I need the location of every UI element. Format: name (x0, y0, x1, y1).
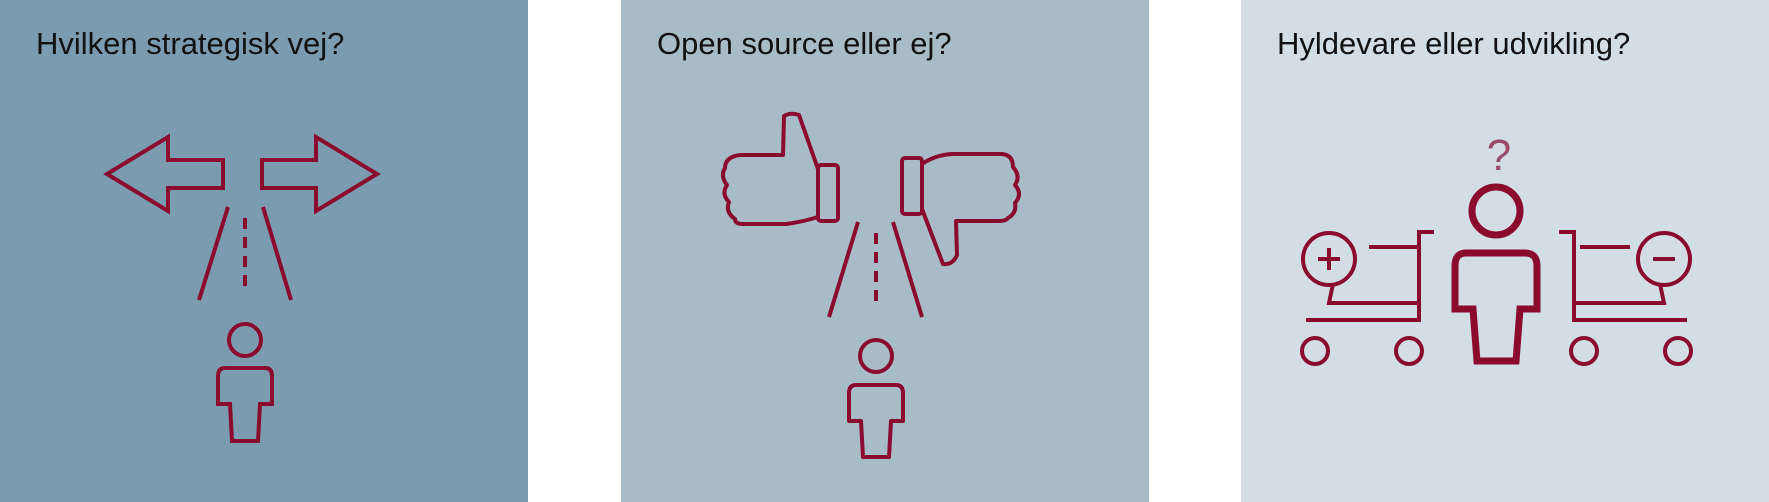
panel-open-source: Open source eller ej? (621, 0, 1149, 502)
right-arrow-icon (260, 133, 381, 215)
thumbs-up-icon (720, 111, 840, 226)
cart-minus-icon (1559, 230, 1693, 366)
road-right-edge (891, 221, 924, 318)
person-icon (1451, 183, 1541, 365)
cart-plus-icon (1300, 230, 1434, 366)
person-body (216, 366, 274, 443)
person-body (847, 383, 905, 459)
panel-off-the-shelf: Hyldevare eller udvikling? (1241, 0, 1769, 502)
road-left-edge (827, 221, 860, 318)
person-head (227, 322, 263, 358)
road-right-edge (261, 206, 293, 301)
thumbs-up-down-icon (720, 111, 1021, 459)
panel-title: Open source eller ej? (657, 26, 952, 61)
shopping-carts-choice-icon: ? (1300, 131, 1693, 366)
question-mark: ? (1487, 131, 1511, 180)
person-head (858, 338, 894, 374)
thumbs-down-icon (900, 152, 1021, 267)
panel-title: Hvilken strategisk vej? (36, 26, 345, 61)
panel-title: Hyldevare eller udvikling? (1277, 26, 1631, 61)
panel-strategic-path: Hvilken strategisk vej? (0, 0, 528, 502)
crossroads-arrows-icon (103, 133, 381, 443)
road-left-edge (197, 206, 230, 301)
left-arrow-icon (103, 133, 225, 215)
